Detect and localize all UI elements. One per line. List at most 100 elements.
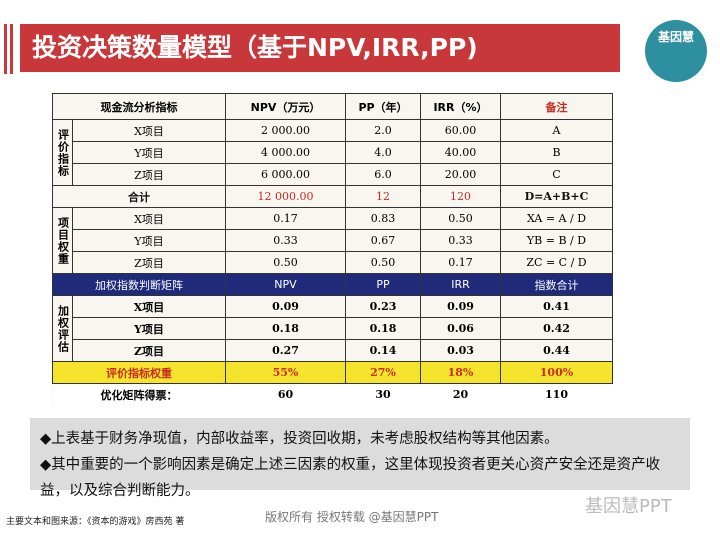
table-cell: 30 bbox=[345, 383, 421, 405]
table-cell: 100% bbox=[500, 361, 613, 384]
table-cell: X项目 bbox=[72, 295, 226, 318]
table-cell: 40.00 bbox=[420, 141, 501, 164]
table-cell: 0.18 bbox=[345, 317, 421, 340]
table-cell: 0.14 bbox=[345, 339, 421, 362]
table-cell: Y项目 bbox=[72, 229, 226, 252]
table-row: 项目权重 X项目 0.17 0.83 0.50 XA = A / D bbox=[52, 207, 613, 274]
accent-bar bbox=[4, 24, 7, 74]
table-cell: Y项目 bbox=[72, 141, 226, 164]
table-row: 合计 12 000.00 12 120 D=A+B+C bbox=[52, 185, 613, 208]
table-row: 评价指标 X项目 2 000.00 2.0 60.00 A bbox=[52, 119, 613, 186]
table-cell: X项目 bbox=[72, 207, 226, 230]
table-cell: Z项目 bbox=[72, 163, 226, 186]
table-cell: 12 bbox=[345, 185, 421, 208]
table-cell: 评价指标权重 bbox=[52, 361, 226, 384]
table-cell: 项目权重 bbox=[52, 207, 73, 274]
table-cell: 评价指标 bbox=[52, 119, 73, 186]
brand: 基因慧PPT bbox=[585, 496, 672, 517]
table-cell: 合计 bbox=[52, 185, 226, 208]
table-cell: X项目 bbox=[72, 119, 226, 142]
table-cell: 110 bbox=[500, 383, 613, 405]
table-cell: 0.18 bbox=[225, 317, 346, 340]
table-cell: NPV（万元） bbox=[225, 93, 346, 120]
table-cell: 0.50 bbox=[345, 251, 421, 274]
table-row: 评价指标权重 55% 27% 18% 100% bbox=[52, 361, 613, 384]
table-row: 现金流分析指标 NPV（万元） PP（年） IRR（%） 备注 bbox=[52, 93, 613, 120]
table-cell: 6.0 bbox=[345, 163, 421, 186]
table-cell: ZC = C / D bbox=[500, 251, 613, 274]
table-cell: 0.67 bbox=[345, 229, 421, 252]
table-cell: 4.0 bbox=[345, 141, 421, 164]
table-cell: 20.00 bbox=[420, 163, 501, 186]
table-cell: Y项目 bbox=[72, 317, 226, 340]
table-cell: 0.27 bbox=[225, 339, 346, 362]
table-cell: 60.00 bbox=[420, 119, 501, 142]
table-cell: 0.33 bbox=[225, 229, 346, 252]
notes-box: ◆上表基于财务净现值，内部收益率，投资回收期，未考虑股权结构等其他因素。 ◆其中… bbox=[30, 418, 690, 499]
table-cell: 120 bbox=[420, 185, 501, 208]
table-cell: 指数合计 bbox=[500, 273, 613, 296]
note: ◆上表基于财务净现值，内部收益率，投资回收期，未考虑股权结构等其他因素。 bbox=[40, 431, 559, 447]
table-cell: 加权评估 bbox=[52, 295, 73, 362]
table-cell: 0.23 bbox=[345, 295, 421, 318]
table-cell: 55% bbox=[225, 361, 346, 384]
table-cell: D=A+B+C bbox=[500, 185, 613, 208]
note: ◆其中重要的一个影响因素是确定上述三因素的权重，这里体现投资者更关心资产安全还是… bbox=[40, 457, 661, 499]
table-cell: 0.42 bbox=[500, 317, 613, 340]
table-cell: IRR（%） bbox=[420, 93, 501, 120]
watermark: 版权所有 授权转载 @基因慧PPT bbox=[265, 510, 439, 524]
table-cell: A bbox=[500, 119, 613, 142]
table-cell: 27% bbox=[345, 361, 421, 384]
table-cell: 现金流分析指标 bbox=[52, 93, 226, 120]
logo: 基因慧 bbox=[645, 20, 707, 82]
table-cell: 0.03 bbox=[420, 339, 501, 362]
table-row: Y项目 4 000.00 4.0 40.00 B bbox=[53, 141, 613, 164]
table-cell: YB = B / D bbox=[500, 229, 613, 252]
table-row: Y项目 0.33 0.67 0.33 YB = B / D bbox=[53, 229, 613, 252]
table-cell: 18% bbox=[420, 361, 501, 384]
accent-bar bbox=[10, 24, 13, 74]
table-cell: PP bbox=[345, 273, 421, 296]
logo-text: 基因慧 bbox=[657, 30, 694, 44]
table-cell: 0.17 bbox=[225, 207, 346, 230]
slide-title: 投资决策数量模型（基于NPV,IRR,PP) bbox=[20, 24, 620, 72]
table-cell: 0.50 bbox=[420, 207, 501, 230]
table-cell: 60 bbox=[225, 383, 346, 405]
table-row: 加权指数判断矩阵 NPV PP IRR 指数合计 bbox=[52, 273, 613, 296]
table-cell: Z项目 bbox=[72, 339, 226, 362]
table-cell: 0.83 bbox=[345, 207, 421, 230]
table-cell: 12 000.00 bbox=[225, 185, 346, 208]
table-cell: 0.09 bbox=[420, 295, 501, 318]
table-row: Z项目 0.50 0.50 0.17 ZC = C / D bbox=[53, 251, 613, 274]
table-cell: NPV bbox=[225, 273, 346, 296]
table-cell: IRR bbox=[420, 273, 501, 296]
table-cell: 0.09 bbox=[225, 295, 346, 318]
table-cell: 0.33 bbox=[420, 229, 501, 252]
table-cell: 2 000.00 bbox=[225, 119, 346, 142]
table-row: 加权评估 X项目 0.09 0.23 0.09 0.41 bbox=[52, 295, 613, 362]
table-cell: 2.0 bbox=[345, 119, 421, 142]
table-cell: XA = A / D bbox=[500, 207, 613, 230]
table-cell: 4 000.00 bbox=[225, 141, 346, 164]
table-cell: 0.06 bbox=[420, 317, 501, 340]
data-table: 现金流分析指标 NPV（万元） PP（年） IRR（%） 备注 评价指标 X项目 2 000.… bbox=[52, 93, 613, 405]
source: 主要文本和图来源：《资本的游戏》房西苑 著 bbox=[6, 517, 185, 527]
table-cell: 优化矩阵得票： bbox=[52, 383, 226, 405]
table-cell: 加权指数判断矩阵 bbox=[52, 273, 226, 296]
table-cell: 0.44 bbox=[500, 339, 613, 362]
table-cell: PP（年） bbox=[345, 93, 421, 120]
table-cell: 0.17 bbox=[420, 251, 501, 274]
table-row: Z项目 6 000.00 6.0 20.00 C bbox=[53, 163, 613, 186]
table-row: Y项目 0.18 0.18 0.06 0.42 bbox=[53, 317, 613, 340]
table-cell: 备注 bbox=[500, 93, 613, 120]
table-row: 优化矩阵得票： 60 30 20 110 bbox=[52, 383, 613, 405]
table-cell: 0.41 bbox=[500, 295, 613, 318]
table-cell: 20 bbox=[420, 383, 501, 405]
table-cell: Z项目 bbox=[72, 251, 226, 274]
table-cell: C bbox=[500, 163, 613, 186]
table-cell: 0.50 bbox=[225, 251, 346, 274]
table-cell: B bbox=[500, 141, 613, 164]
table-cell: 6 000.00 bbox=[225, 163, 346, 186]
table-row: Z项目 0.27 0.14 0.03 0.44 bbox=[53, 339, 613, 362]
